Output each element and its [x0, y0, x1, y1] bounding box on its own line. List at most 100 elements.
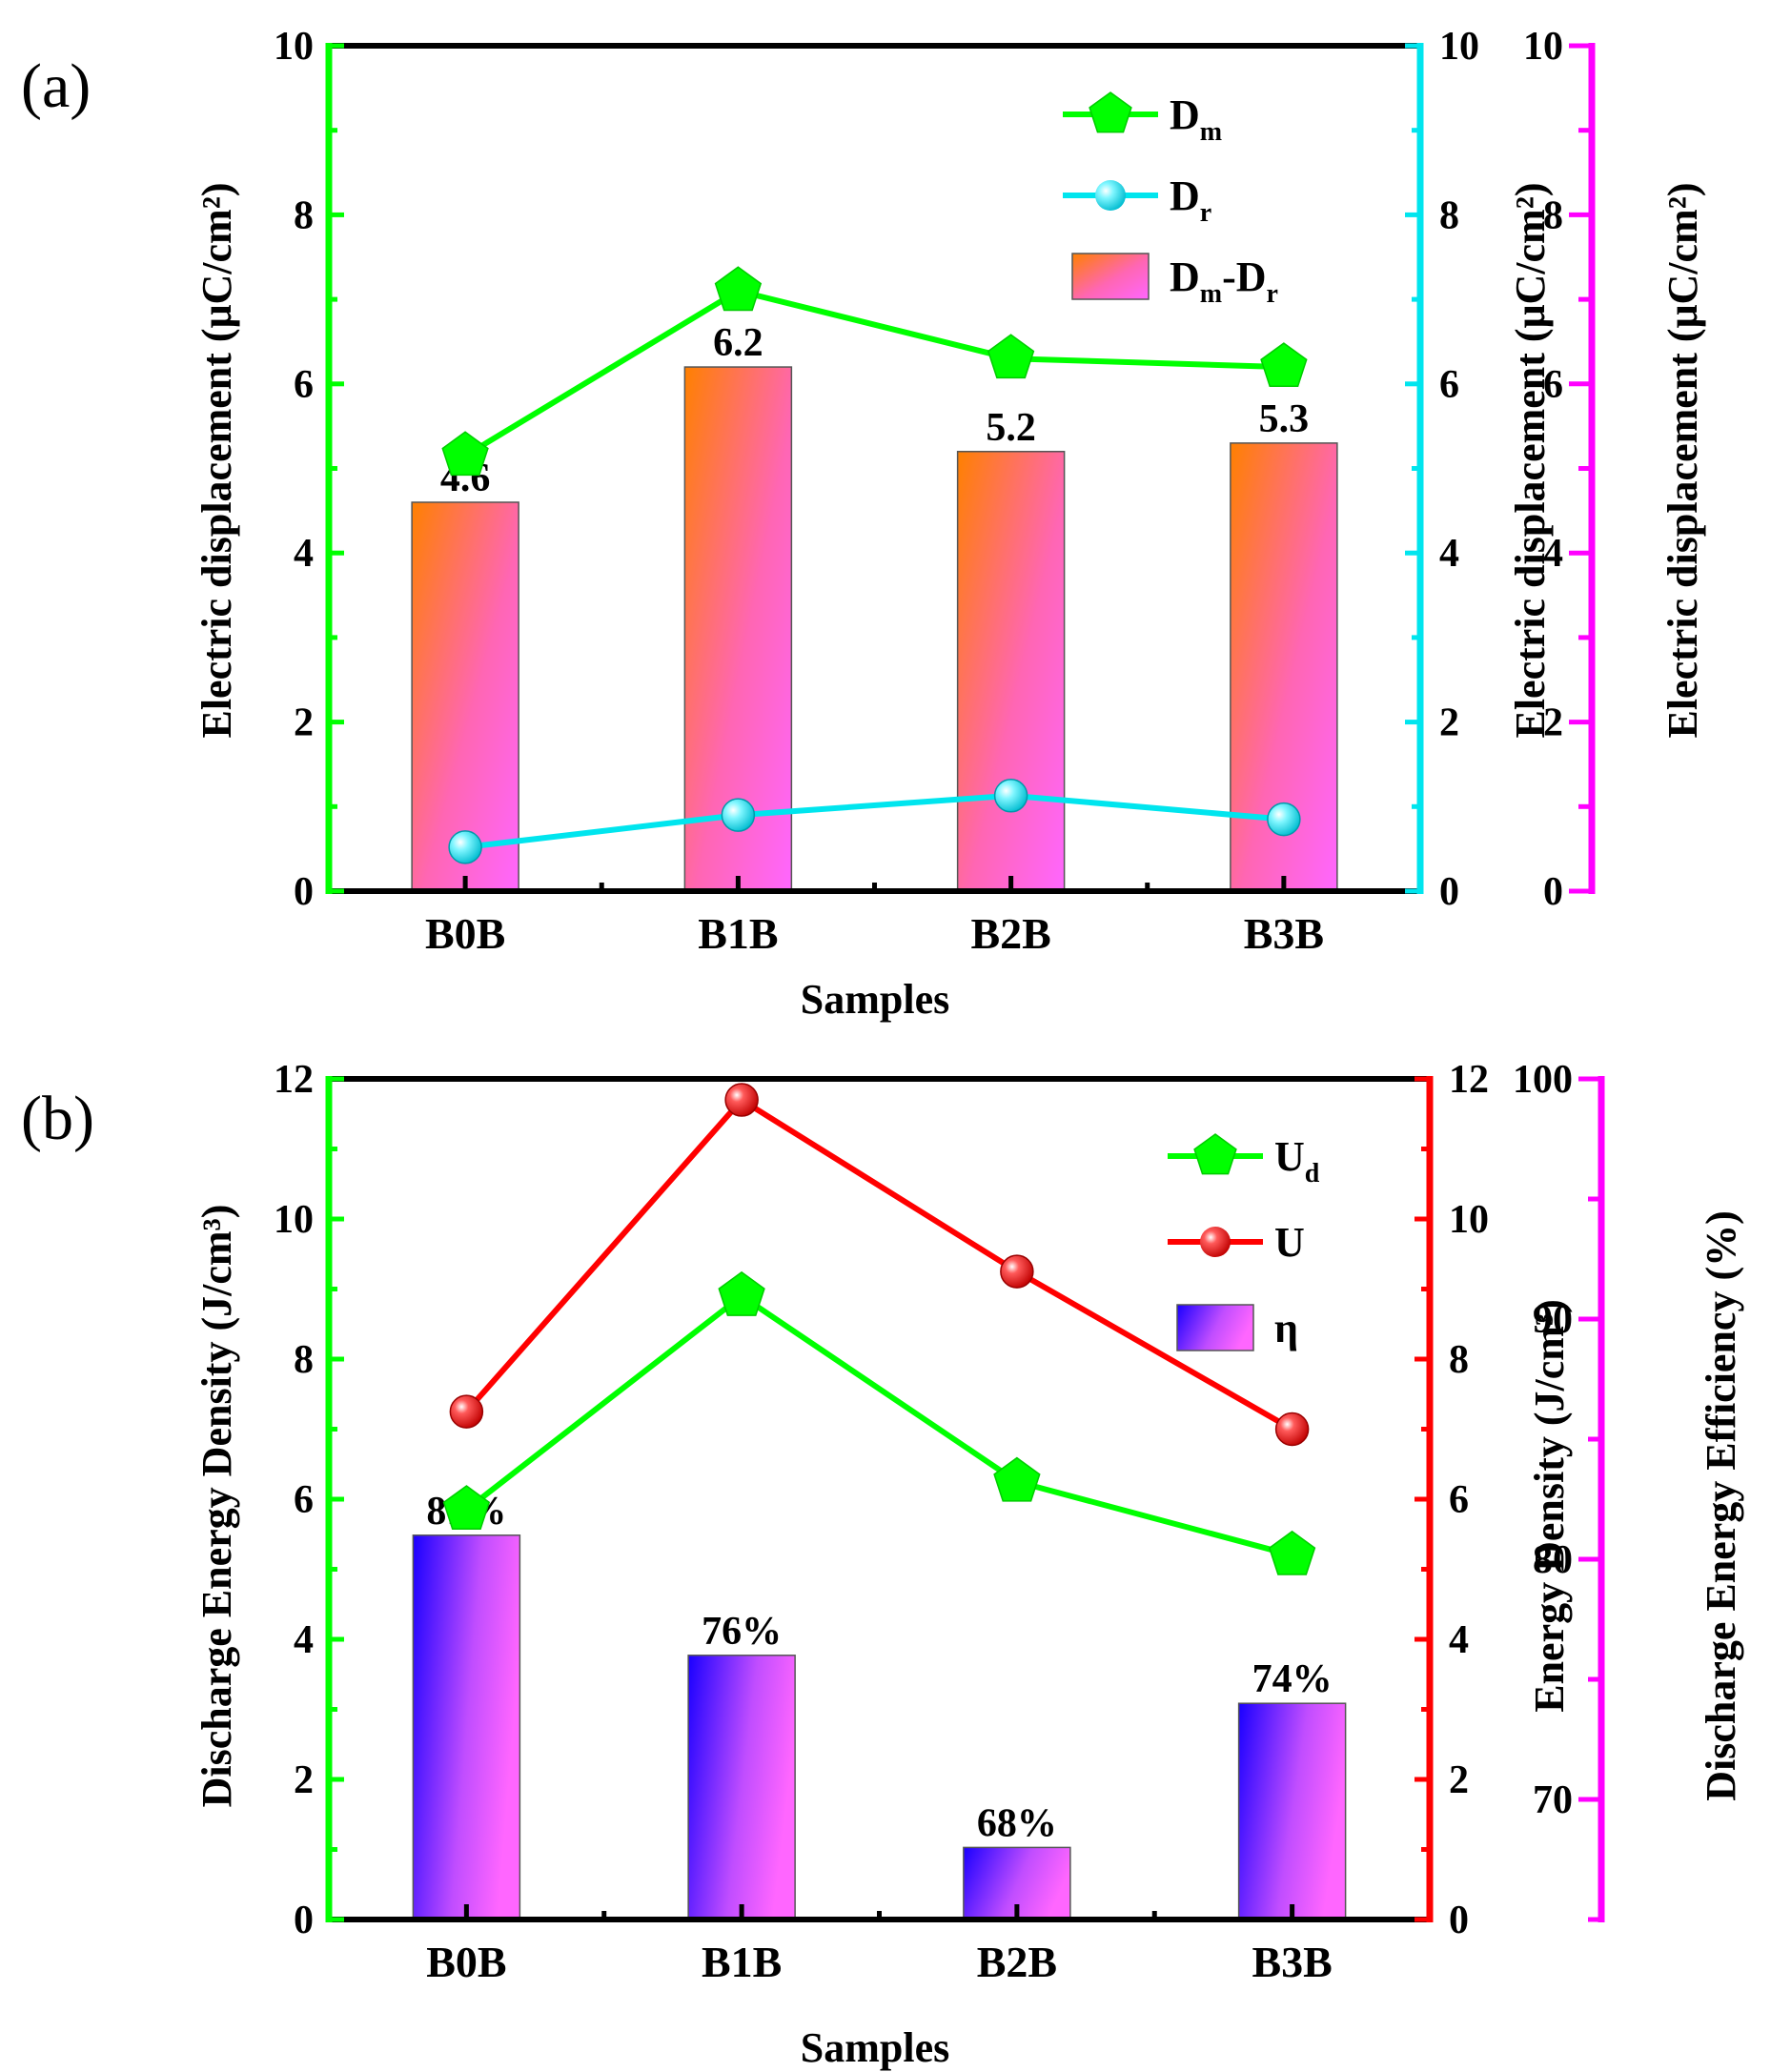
legend-label: η [1274, 1305, 1298, 1351]
right-y-tick-label-1: 8 [1449, 1338, 1469, 1382]
bar-value-label: 5.3 [1259, 397, 1310, 441]
legend-label-text: D [1170, 173, 1200, 219]
series-line-Dm [463, 287, 1284, 458]
marker-Dm-B2B [987, 334, 1035, 379]
x-tick-label-B2B: B2B [977, 1938, 1057, 1986]
legend-label-subscript: m [1200, 117, 1222, 147]
marker-Ud-B0B [442, 1485, 491, 1531]
right-y-tick-label-2: 6 [1543, 363, 1563, 407]
left-y-axis-title-a: Electric displacement (μC/cm²) [193, 182, 240, 738]
left-y-tick-label: 8 [294, 1338, 314, 1382]
right-y-axis-title-a-2: Electric displacement (μC/cm²) [1659, 182, 1706, 738]
x-tick-label-B0B: B0B [425, 909, 505, 958]
left-y-tick-label: 0 [294, 870, 314, 914]
legend-label-subscript: m [1200, 279, 1222, 309]
marker-Ud-B1B [718, 1270, 765, 1316]
bar-B2B [956, 451, 1066, 892]
marker-Dm-B0B [441, 431, 489, 477]
legend-label: Dm-Dr [1170, 254, 1278, 309]
right-y-tick-label-1: 6 [1449, 1478, 1469, 1522]
left-y-tick-label: 2 [294, 701, 314, 745]
x-axis-title-a: Samples [801, 976, 949, 1023]
right-y-tick-label-1: 0 [1439, 870, 1459, 914]
x-axis-title-b: Samples [801, 2024, 949, 2071]
legend-label-text: D [1170, 91, 1200, 138]
marker-Dr-B2B [993, 779, 1028, 813]
legend-label-text: D [1170, 254, 1200, 300]
right-y-tick-label-2: 4 [1543, 532, 1563, 576]
right-y-tick-label-1: 4 [1439, 532, 1459, 576]
series-line-Dr [464, 792, 1285, 850]
bar-value-label: 5.2 [986, 406, 1036, 450]
right-y-tick-label-1: 0 [1449, 1899, 1469, 1942]
right-y-tick-label-2: 2 [1543, 701, 1563, 745]
x-tick-label-B0B: B0B [426, 1938, 506, 1986]
marker-U-B2B [1000, 1254, 1034, 1289]
marker-Dr-B1B [721, 798, 756, 832]
legend-marker-U [1200, 1227, 1231, 1257]
left-y-tick-label: 12 [274, 1058, 314, 1102]
marker-U-B3B [1274, 1412, 1310, 1447]
bar-value-label: 76% [702, 1610, 782, 1654]
right-y-tick-label-2: 0 [1543, 870, 1563, 914]
legend-label-text: -D [1222, 254, 1266, 300]
left-y-tick-label: 8 [294, 193, 314, 237]
marker-U-B1B [724, 1083, 759, 1117]
bar-B3B [1237, 1702, 1347, 1920]
right-y-tick-label-1: 4 [1449, 1618, 1469, 1662]
legend-label: Ud [1274, 1133, 1320, 1188]
legend-b: Ud Uη [1168, 1133, 1320, 1351]
legend-swatch-bars [1176, 1304, 1254, 1351]
right-y-tick-label-2: 100 [1513, 1058, 1573, 1102]
bar-B0B [412, 1534, 521, 1920]
right-y-tick-label-1: 10 [1449, 1198, 1489, 1242]
left-y-tick-label: 10 [274, 1198, 314, 1242]
left-y-tick-label: 4 [294, 532, 314, 576]
x-tick-label-B3B: B3B [1252, 1938, 1332, 1986]
bar-B1B [687, 1655, 796, 1920]
series-line-U [464, 1096, 1294, 1432]
legend-marker-Dr [1095, 180, 1126, 211]
x-tick-label-B2B: B2B [970, 909, 1050, 958]
right-y-tick-label-2: 10 [1523, 25, 1563, 69]
legend-swatch-bars [1071, 253, 1150, 300]
legend-marker-Ud [1193, 1133, 1237, 1175]
left-y-tick-label: 0 [294, 1899, 314, 1942]
left-y-tick-label: 6 [294, 1478, 314, 1522]
legend-label-subscript: r [1267, 279, 1278, 309]
x-tick-label-B3B: B3B [1244, 909, 1324, 958]
marker-Dr-B0B [448, 830, 482, 864]
left-y-tick-label: 2 [294, 1758, 314, 1802]
right-y-tick-label-1: 10 [1439, 25, 1479, 69]
marker-U-B0B [449, 1394, 484, 1429]
right-y-tick-label-2: 90 [1533, 1298, 1573, 1342]
series-line-Ud [464, 1292, 1293, 1558]
right-y-tick-label-1: 2 [1439, 701, 1459, 745]
chart-panel-b: (b) 81%76%68%74% 02468101202468101270809… [21, 1058, 1744, 2071]
x-tick-label-B1B: B1B [702, 1938, 782, 1986]
left-y-tick-label: 6 [294, 363, 314, 407]
bar-value-label: 68% [977, 1801, 1057, 1845]
bar-value-label: 6.2 [713, 321, 763, 365]
right-y-axis-title-b-2: Discharge Energy Efficiency (%) [1698, 1210, 1744, 1801]
legend-marker-Dm [1089, 91, 1132, 133]
legend-label-subscript: r [1200, 198, 1211, 228]
marker-Dr-B3B [1267, 802, 1301, 837]
bar-value-label: 74% [1252, 1657, 1333, 1701]
left-y-tick-label: 4 [294, 1618, 314, 1662]
marker-Ud-B2B [993, 1456, 1041, 1502]
panel-label-a: (a) [21, 51, 91, 121]
right-y-axis-title-b-1: Energy Density (J/cm³) [1526, 1299, 1573, 1713]
right-y-tick-label-2: 8 [1543, 193, 1563, 237]
marker-Dm-B3B [1260, 342, 1308, 388]
chart-panel-a: (a) 4.66.25.2 5.3 024681002468100246810B0… [21, 25, 1706, 1023]
right-y-tick-label-1: 8 [1439, 193, 1459, 237]
legend-label-text: U [1274, 1219, 1305, 1266]
legend-label-subscript: d [1305, 1159, 1320, 1188]
right-y-axis-title-a-1: Electric displacement (μC/cm²) [1507, 182, 1554, 738]
legend-label: Dm [1170, 91, 1222, 147]
right-y-tick-label-2: 80 [1533, 1538, 1573, 1582]
right-y-tick-label-2: 70 [1533, 1778, 1573, 1822]
